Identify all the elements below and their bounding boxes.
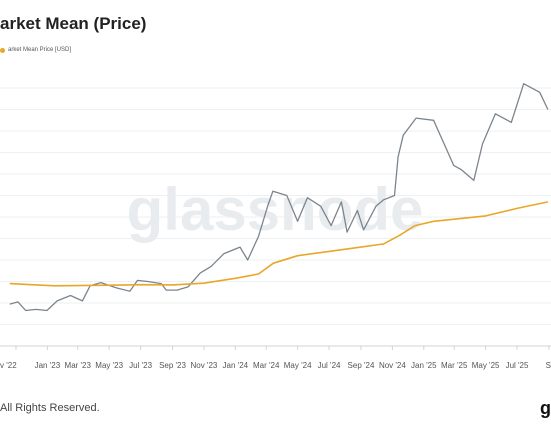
x-tick-label: Jul '24 (318, 361, 341, 370)
x-tick-label: May '24 (284, 361, 312, 370)
watermark: glassnode (127, 176, 424, 243)
x-tick-label: Mar '24 (253, 361, 280, 370)
x-tick-label: May '25 (472, 361, 500, 370)
x-tick-label: Sep '24 (348, 361, 375, 370)
x-tick-label: Jan '23 (35, 361, 61, 370)
x-tick-label: Jul '23 (129, 361, 152, 370)
market-mean-line (9, 201, 549, 287)
x-tick-label: Nov '24 (379, 361, 406, 370)
x-axis-ticks: v '22 Jan '23 Mar '23 May '23 Jul '23 Sep '23… (0, 346, 551, 370)
copyright-text: All Rights Reserved. (0, 402, 100, 414)
x-tick-label: Jan '25 (411, 361, 437, 370)
x-tick-label: Nov '23 (190, 361, 217, 370)
x-tick-label: S (546, 361, 551, 370)
legend-marker (0, 47, 5, 53)
gridlines (0, 87, 551, 347)
x-tick-label: v '22 (0, 361, 17, 370)
x-tick-label: Mar '23 (65, 361, 92, 370)
x-tick-label: Mar '25 (441, 361, 468, 370)
legend-label: arket Mean Price [USD] (8, 47, 72, 53)
series-group (9, 83, 549, 312)
glassnode-logo: g (540, 398, 551, 418)
x-tick-label: Sep '23 (159, 361, 186, 370)
x-tick-label: Jul '25 (506, 361, 529, 370)
x-tick-label: Jan '24 (223, 361, 249, 370)
chart-title: arket Mean (Price) (0, 14, 147, 33)
x-tick-label: May '23 (95, 361, 123, 370)
legend: arket Mean Price [USD] (0, 47, 71, 53)
